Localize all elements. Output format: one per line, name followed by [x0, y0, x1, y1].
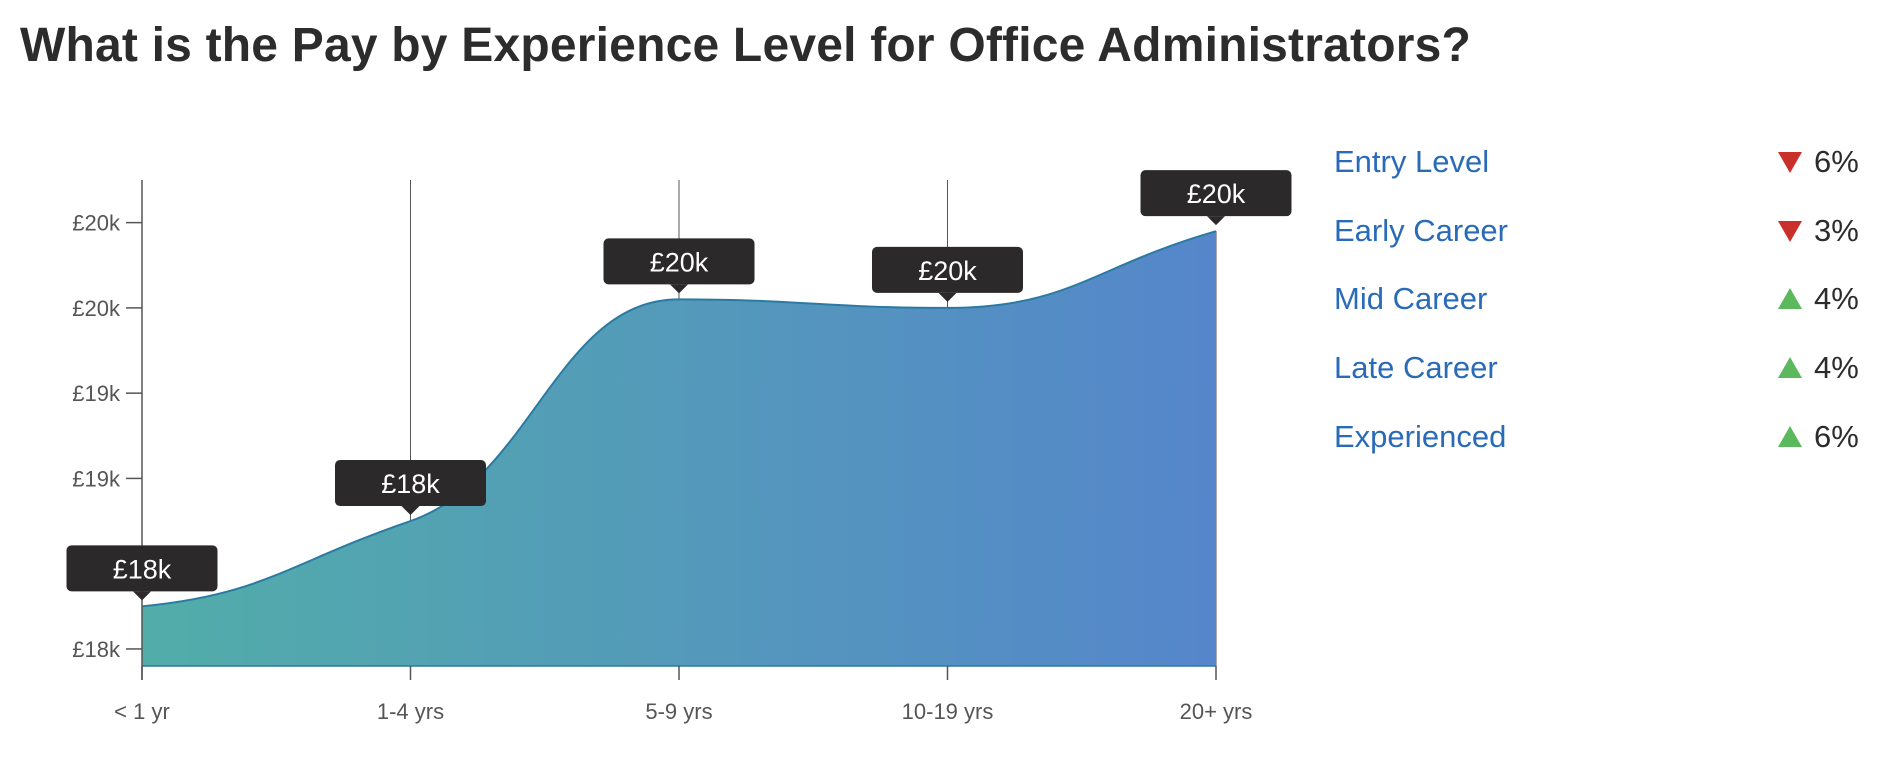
- value-bubble-pointer: [938, 292, 957, 302]
- x-tick-label: 10-19 yrs: [902, 699, 994, 724]
- y-tick-label: £20k: [72, 296, 121, 321]
- legend-percent: 6%: [1814, 418, 1859, 454]
- legend-link-late-career[interactable]: Late Career: [1334, 350, 1498, 386]
- legend-link-mid-career[interactable]: Mid Career: [1334, 281, 1488, 317]
- value-label: £18k: [113, 554, 172, 584]
- value-label: £20k: [650, 247, 709, 277]
- legend-row-early-career: Early Career 3%: [1334, 207, 1864, 276]
- arrow-up-icon: [1778, 425, 1802, 447]
- page-title: What is the Pay by Experience Level for …: [20, 19, 1472, 72]
- value-label: £18k: [381, 469, 440, 499]
- value-label: £20k: [918, 256, 977, 286]
- legend-percent: 4%: [1814, 281, 1859, 317]
- value-bubble-box: [1140, 170, 1292, 217]
- x-tick-label: 1-4 yrs: [377, 699, 444, 724]
- value-bubble: £20k: [872, 246, 1023, 302]
- value-bubble: £18k: [335, 460, 486, 516]
- y-tick-label: £18k: [72, 637, 121, 662]
- value-labels: £18k £18k £20k £20k £20k: [66, 170, 1292, 601]
- legend-row-entry-level: Entry Level 6%: [1334, 138, 1864, 207]
- value-bubble: £18k: [66, 545, 218, 601]
- arrow-down-icon: [1778, 220, 1802, 242]
- value-bubble-pointer: [1207, 216, 1225, 226]
- arrow-up-icon: [1778, 288, 1802, 310]
- value-bubble: £20k: [1140, 170, 1292, 226]
- experience-legend: Entry Level 6% Early Career 3% Mid Caree…: [1334, 138, 1864, 481]
- value-bubble-pointer: [133, 591, 151, 601]
- value-bubble-pointer: [401, 506, 420, 516]
- legend-row-mid-career: Mid Career 4%: [1334, 275, 1864, 344]
- value-bubble: £20k: [603, 238, 755, 294]
- y-tick-label: £19k: [72, 381, 121, 406]
- value-bubble-box: [603, 238, 755, 285]
- series-line: [141, 230, 1217, 608]
- value-bubble-box: [335, 460, 486, 507]
- legend-link-experienced[interactable]: Experienced: [1334, 418, 1507, 454]
- value-bubble-box: [66, 545, 218, 592]
- y-tick-label: £20k: [72, 211, 121, 236]
- value-bubble-pointer: [670, 284, 688, 294]
- legend-link-early-career[interactable]: Early Career: [1334, 212, 1508, 248]
- x-tick-label: < 1 yr: [114, 699, 170, 724]
- x-tick-label: 5-9 yrs: [645, 699, 712, 724]
- value-label: £20k: [1187, 179, 1246, 209]
- value-bubble-box: [872, 246, 1023, 293]
- experience-pay-chart: £18k £18k £19k £19k £20k £20k < 1 yr 1-4 yrs 5-9…: [66, 170, 1292, 724]
- legend-percent: 3%: [1814, 212, 1859, 248]
- legend-row-late-career: Late Career 4%: [1334, 344, 1864, 413]
- legend-percent: 4%: [1814, 350, 1859, 386]
- legend-row-experienced: Experienced 6%: [1334, 413, 1864, 482]
- legend-percent: 6%: [1814, 144, 1859, 179]
- area-fill: [142, 231, 1216, 666]
- x-tick-label: 20+ yrs: [1180, 699, 1253, 724]
- legend-link-entry-level[interactable]: Entry Level: [1334, 144, 1490, 179]
- arrow-up-icon: [1778, 357, 1802, 379]
- y-tick-label: £19k: [72, 466, 121, 491]
- arrow-down-icon: [1778, 152, 1802, 173]
